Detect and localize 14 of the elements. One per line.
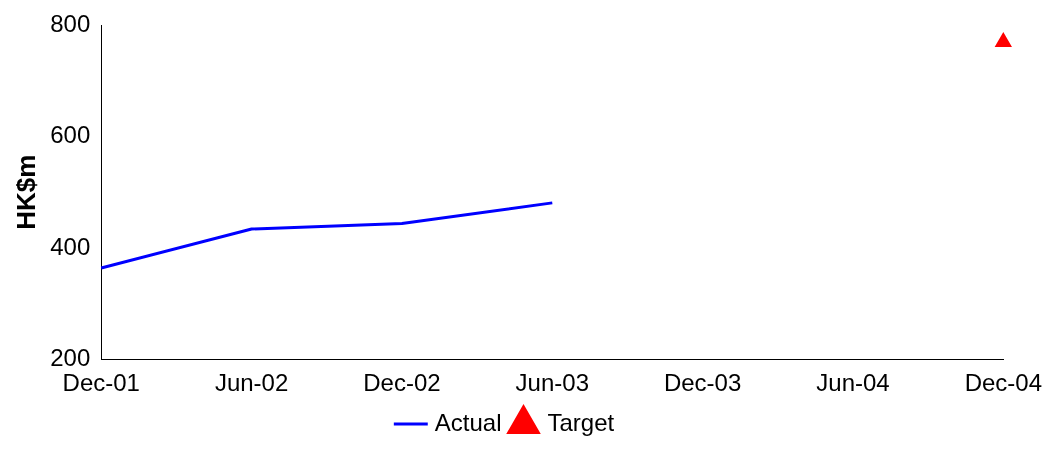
x-tick-label: Dec-03 <box>663 369 742 397</box>
legend-label: Target <box>547 408 615 436</box>
y-tick-label: 600 <box>50 121 91 149</box>
x-tick-label: Jun-04 <box>816 369 890 397</box>
x-tick-label: Dec-04 <box>964 369 1042 397</box>
legend-label: Actual <box>434 408 502 436</box>
y-tick-label: 800 <box>50 10 91 38</box>
y-tick-label: 400 <box>50 232 91 260</box>
y-axis-title: HK$m <box>10 154 41 230</box>
x-tick-label: Dec-02 <box>363 369 441 397</box>
x-tick-label: Dec-01 <box>62 369 140 397</box>
x-tick-label: Jun-03 <box>515 369 589 397</box>
y-tick-label: 200 <box>50 343 91 371</box>
x-tick-label: Jun-02 <box>214 369 289 397</box>
